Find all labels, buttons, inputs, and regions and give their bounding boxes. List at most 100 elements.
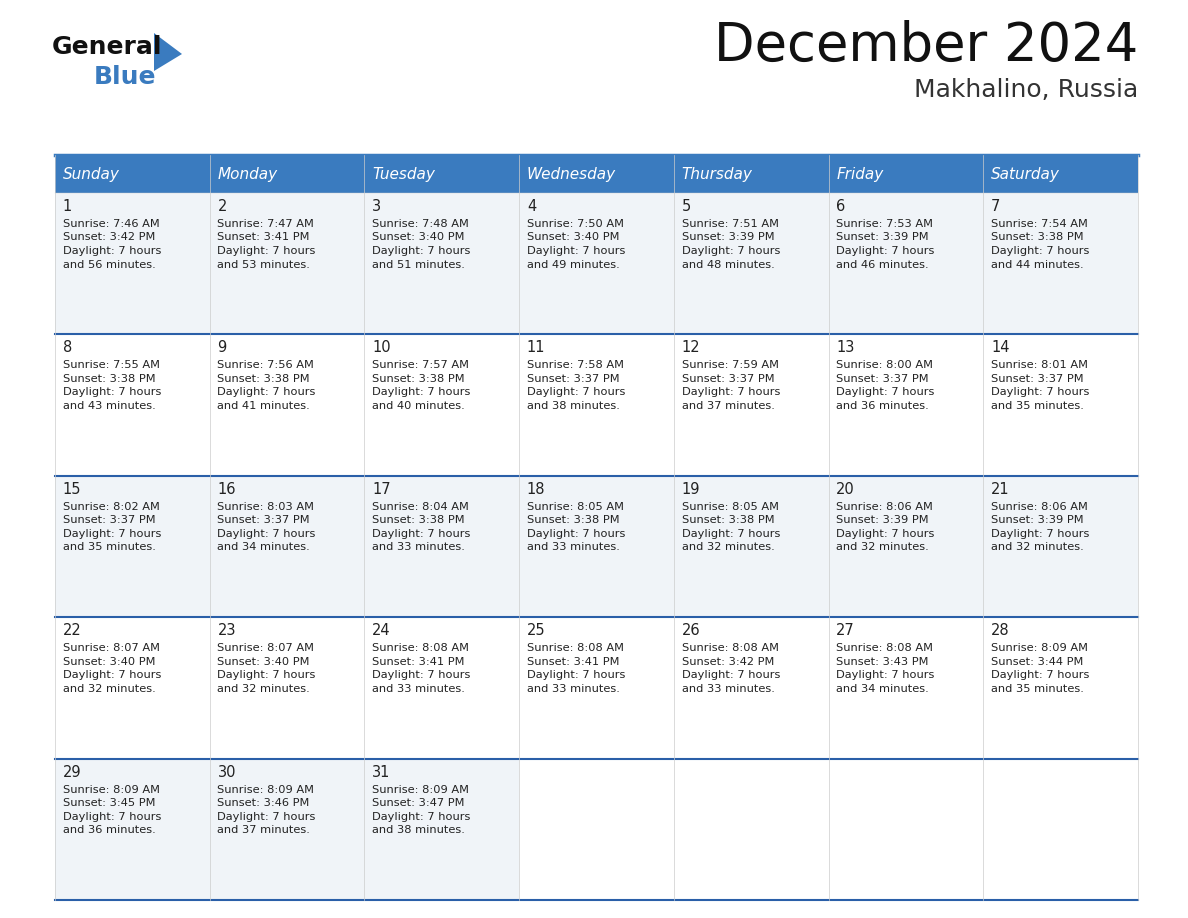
Text: Thursday: Thursday: [682, 166, 752, 182]
Text: Daylight: 7 hours: Daylight: 7 hours: [836, 529, 935, 539]
Text: Sunset: 3:41 PM: Sunset: 3:41 PM: [217, 232, 310, 242]
Text: Daylight: 7 hours: Daylight: 7 hours: [63, 812, 162, 822]
Bar: [210, 476, 365, 617]
Text: 21: 21: [991, 482, 1010, 497]
Bar: [519, 617, 674, 758]
Text: Sunset: 3:42 PM: Sunset: 3:42 PM: [63, 232, 156, 242]
Text: and 36 minutes.: and 36 minutes.: [836, 401, 929, 411]
Text: Sunrise: 8:05 AM: Sunrise: 8:05 AM: [682, 502, 778, 512]
Text: Sunrise: 7:47 AM: Sunrise: 7:47 AM: [217, 219, 315, 229]
Bar: [984, 476, 1138, 617]
Text: and 36 minutes.: and 36 minutes.: [63, 825, 156, 835]
Text: Sunset: 3:38 PM: Sunset: 3:38 PM: [527, 515, 619, 525]
Bar: [828, 155, 984, 193]
Text: and 32 minutes.: and 32 minutes.: [991, 543, 1083, 553]
Text: Sunset: 3:38 PM: Sunset: 3:38 PM: [63, 374, 156, 384]
Text: Sunset: 3:39 PM: Sunset: 3:39 PM: [991, 515, 1083, 525]
Text: Daylight: 7 hours: Daylight: 7 hours: [527, 246, 625, 256]
Text: Sunrise: 8:08 AM: Sunrise: 8:08 AM: [527, 644, 624, 654]
Text: Daylight: 7 hours: Daylight: 7 hours: [372, 812, 470, 822]
Bar: [519, 155, 674, 193]
Text: 19: 19: [682, 482, 700, 497]
Text: Sunset: 3:37 PM: Sunset: 3:37 PM: [991, 374, 1083, 384]
Bar: [674, 617, 828, 758]
Text: Sunset: 3:37 PM: Sunset: 3:37 PM: [682, 374, 775, 384]
Text: Sunrise: 8:06 AM: Sunrise: 8:06 AM: [836, 502, 934, 512]
Text: 10: 10: [372, 341, 391, 355]
Text: Daylight: 7 hours: Daylight: 7 hours: [217, 387, 316, 397]
Text: Makhalino, Russia: Makhalino, Russia: [914, 78, 1138, 102]
Text: Daylight: 7 hours: Daylight: 7 hours: [217, 812, 316, 822]
Bar: [828, 476, 984, 617]
Text: and 51 minutes.: and 51 minutes.: [372, 260, 465, 270]
Text: 5: 5: [682, 199, 691, 214]
Text: Sunset: 3:43 PM: Sunset: 3:43 PM: [836, 656, 929, 666]
Text: Sunrise: 8:05 AM: Sunrise: 8:05 AM: [527, 502, 624, 512]
Text: Sunset: 3:39 PM: Sunset: 3:39 PM: [836, 515, 929, 525]
Bar: [828, 617, 984, 758]
Text: and 48 minutes.: and 48 minutes.: [682, 260, 775, 270]
Text: Sunrise: 8:07 AM: Sunrise: 8:07 AM: [217, 644, 315, 654]
Bar: [365, 334, 519, 476]
Bar: [365, 617, 519, 758]
Text: 28: 28: [991, 623, 1010, 638]
Text: Sunrise: 8:03 AM: Sunrise: 8:03 AM: [217, 502, 315, 512]
Bar: [519, 193, 674, 334]
Text: and 35 minutes.: and 35 minutes.: [63, 543, 156, 553]
Bar: [55, 476, 210, 617]
Bar: [210, 617, 365, 758]
Text: and 32 minutes.: and 32 minutes.: [682, 543, 775, 553]
Text: 29: 29: [63, 765, 81, 779]
Text: Sunrise: 8:08 AM: Sunrise: 8:08 AM: [836, 644, 934, 654]
Text: Daylight: 7 hours: Daylight: 7 hours: [527, 529, 625, 539]
Text: Sunset: 3:40 PM: Sunset: 3:40 PM: [527, 232, 619, 242]
Text: 2: 2: [217, 199, 227, 214]
Text: Daylight: 7 hours: Daylight: 7 hours: [372, 670, 470, 680]
Bar: [674, 155, 828, 193]
Text: and 56 minutes.: and 56 minutes.: [63, 260, 156, 270]
Bar: [674, 476, 828, 617]
Text: Daylight: 7 hours: Daylight: 7 hours: [682, 670, 781, 680]
Text: and 44 minutes.: and 44 minutes.: [991, 260, 1083, 270]
Text: Daylight: 7 hours: Daylight: 7 hours: [991, 387, 1089, 397]
Text: Sunset: 3:38 PM: Sunset: 3:38 PM: [217, 374, 310, 384]
Text: 8: 8: [63, 341, 72, 355]
Text: Sunset: 3:37 PM: Sunset: 3:37 PM: [836, 374, 929, 384]
Text: Daylight: 7 hours: Daylight: 7 hours: [682, 246, 781, 256]
Text: Daylight: 7 hours: Daylight: 7 hours: [836, 670, 935, 680]
Text: and 34 minutes.: and 34 minutes.: [836, 684, 929, 694]
Text: Daylight: 7 hours: Daylight: 7 hours: [372, 529, 470, 539]
Text: Sunset: 3:40 PM: Sunset: 3:40 PM: [63, 656, 156, 666]
Text: Sunrise: 7:51 AM: Sunrise: 7:51 AM: [682, 219, 778, 229]
Text: Sunrise: 7:48 AM: Sunrise: 7:48 AM: [372, 219, 469, 229]
Text: 3: 3: [372, 199, 381, 214]
Text: Sunrise: 7:53 AM: Sunrise: 7:53 AM: [836, 219, 934, 229]
Text: Sunrise: 7:55 AM: Sunrise: 7:55 AM: [63, 361, 159, 370]
Bar: [828, 193, 984, 334]
Text: December 2024: December 2024: [714, 20, 1138, 72]
Text: Sunset: 3:37 PM: Sunset: 3:37 PM: [63, 515, 156, 525]
Bar: [210, 758, 365, 900]
Text: 7: 7: [991, 199, 1000, 214]
Text: Sunset: 3:46 PM: Sunset: 3:46 PM: [217, 798, 310, 808]
Text: Sunset: 3:41 PM: Sunset: 3:41 PM: [527, 656, 619, 666]
Text: Sunset: 3:37 PM: Sunset: 3:37 PM: [527, 374, 619, 384]
Text: Sunset: 3:40 PM: Sunset: 3:40 PM: [217, 656, 310, 666]
Text: Sunrise: 8:09 AM: Sunrise: 8:09 AM: [63, 785, 159, 795]
Text: Daylight: 7 hours: Daylight: 7 hours: [527, 387, 625, 397]
Text: Tuesday: Tuesday: [372, 166, 435, 182]
Text: and 38 minutes.: and 38 minutes.: [527, 401, 620, 411]
Text: Sunrise: 8:00 AM: Sunrise: 8:00 AM: [836, 361, 934, 370]
Text: Daylight: 7 hours: Daylight: 7 hours: [372, 387, 470, 397]
Bar: [519, 476, 674, 617]
Text: Sunrise: 8:01 AM: Sunrise: 8:01 AM: [991, 361, 1088, 370]
Text: 26: 26: [682, 623, 700, 638]
Text: Daylight: 7 hours: Daylight: 7 hours: [217, 529, 316, 539]
Text: and 37 minutes.: and 37 minutes.: [217, 825, 310, 835]
Text: Sunset: 3:37 PM: Sunset: 3:37 PM: [217, 515, 310, 525]
Text: and 41 minutes.: and 41 minutes.: [217, 401, 310, 411]
Text: Daylight: 7 hours: Daylight: 7 hours: [682, 387, 781, 397]
Text: 15: 15: [63, 482, 81, 497]
Bar: [828, 334, 984, 476]
Text: Daylight: 7 hours: Daylight: 7 hours: [63, 387, 162, 397]
